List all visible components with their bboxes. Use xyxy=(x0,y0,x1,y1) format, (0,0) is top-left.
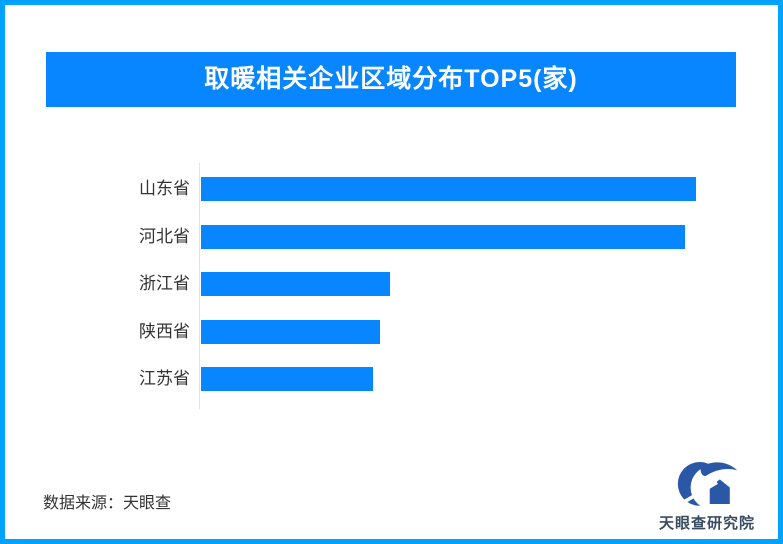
bar-shandong xyxy=(201,177,696,201)
bar-chart: 山东省 河北省 浙江省 陕西省 江苏省 xyxy=(5,5,778,539)
category-label: 河北省 xyxy=(139,227,190,246)
category-label: 山东省 xyxy=(139,179,190,198)
chart-title: 取暖相关企业区域分布TOP5(家) xyxy=(204,65,578,93)
chart-title-banner: 取暖相关企业区域分布TOP5(家) xyxy=(46,52,736,107)
y-axis-line xyxy=(199,163,200,409)
bar-zhejiang xyxy=(201,272,390,296)
tianyancha-logo-icon xyxy=(677,462,738,506)
category-label: 江苏省 xyxy=(139,369,190,388)
bar-row: 山东省 xyxy=(5,177,778,201)
bar-jiangsu xyxy=(201,367,373,391)
bar-row: 陕西省 xyxy=(5,320,778,344)
bar-row: 江苏省 xyxy=(5,367,778,391)
tianyancha-logo: 天眼查研究院 xyxy=(642,460,772,533)
bar-hebei xyxy=(201,225,685,249)
bar-row: 河北省 xyxy=(5,225,778,249)
category-label: 陕西省 xyxy=(139,322,190,341)
bar-row: 浙江省 xyxy=(5,272,778,296)
category-label: 浙江省 xyxy=(139,274,190,293)
data-source: 数据来源：天眼查 xyxy=(43,495,172,512)
bar-shaanxi xyxy=(201,320,380,344)
logo-text: 天眼查研究院 xyxy=(658,515,755,532)
